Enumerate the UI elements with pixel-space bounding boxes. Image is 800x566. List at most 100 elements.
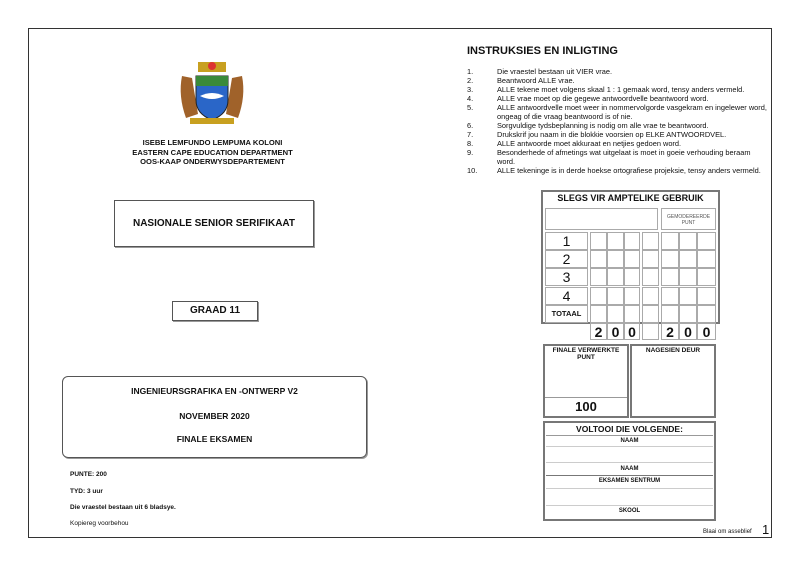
instruction-item: 9. Besonderhede of afmetings wat uitgelaa…	[467, 148, 767, 166]
instruction-text: ALLE antwoorde moet akkuraat en netjies …	[497, 139, 682, 148]
instruction-item: 1. Die vraestel bestaan uit VIER vrae.	[467, 67, 767, 76]
instruction-item: 7. Drukskrif jou naam in die blokkie voor…	[467, 130, 767, 139]
blank-header-cell	[545, 208, 658, 230]
mark-cell[interactable]	[590, 268, 607, 286]
mark-cell[interactable]	[590, 305, 607, 323]
moderated-total-digit: 0	[697, 323, 716, 340]
mark-cell[interactable]	[607, 232, 624, 250]
name-label: NAAM	[620, 438, 639, 444]
page-count: Die vraestel bestaan uit 6 bladsye.	[70, 504, 176, 511]
instruction-number: 10.	[467, 166, 478, 175]
instructions-title: INSTRUKSIES EN INLIGTING	[467, 45, 618, 57]
instruction-text: ALLE vrae moet op die gegewe antwoordvel…	[497, 94, 709, 103]
mark-cell[interactable]	[607, 305, 624, 323]
instruction-text: Drukskrif jou naam in die blokkie voorsi…	[497, 130, 727, 139]
mark-cell[interactable]	[679, 287, 697, 305]
instruction-text: Beantwoord ALLE vrae.	[497, 76, 575, 85]
instruction-number: 3.	[467, 85, 474, 94]
instruction-number: 2.	[467, 76, 474, 85]
instruction-item: 10. ALLE tekeninge is in derde hoekse ort…	[467, 166, 767, 175]
mark-cell[interactable]	[679, 268, 697, 286]
exam-type: FINALE EKSAMEN	[176, 434, 253, 444]
instructions-list: 1. Die vraestel bestaan uit VIER vrae. 2. B…	[467, 67, 767, 175]
name-field[interactable]	[546, 446, 713, 463]
header-line: OOS-KAAP ONDERWYSDEPARTEMENT	[140, 157, 285, 166]
school-field[interactable]	[546, 488, 713, 506]
mark-cell[interactable]	[661, 287, 679, 305]
instruction-item: 5. ALLE antwoordvelle moet weer in nommer…	[467, 103, 767, 121]
mark-cell[interactable]	[642, 268, 659, 286]
mark-cell[interactable]	[661, 250, 679, 268]
instruction-item: 4. ALLE vrae moet op die gegewe antwoordv…	[467, 94, 767, 103]
instruction-item: 8. ALLE antwoorde moet akkuraat en netjie…	[467, 139, 767, 148]
mark-cell[interactable]	[679, 232, 697, 250]
mark-cell[interactable]	[661, 232, 679, 250]
total-digit: 0	[624, 323, 640, 340]
mark-cell[interactable]	[642, 232, 659, 250]
mark-cell[interactable]	[697, 232, 716, 250]
divider	[545, 397, 627, 398]
question-number: 3	[545, 268, 588, 286]
time: TYD: 3 uur	[70, 488, 103, 495]
mark-cell[interactable]	[642, 305, 659, 323]
page-border	[28, 28, 772, 538]
moderated-mark-header: GEMODEREERDE PUNT	[661, 208, 716, 230]
mark-cell[interactable]	[679, 250, 697, 268]
mark-cell[interactable]	[661, 305, 679, 323]
final-mark-value: 100	[575, 399, 597, 414]
instruction-text: Sorgvuldige tydsbeplanning is nodig om a…	[497, 121, 709, 130]
instruction-number: 9.	[467, 148, 474, 157]
final-mark-label: FINALE VERWERKTE PUNT	[552, 347, 620, 361]
question-number: 4	[545, 287, 588, 305]
checked-by-box	[630, 344, 716, 418]
instruction-number: 5.	[467, 103, 474, 112]
instruction-text: Die vraestel bestaan uit VIER vrae.	[497, 67, 613, 76]
mark-cell[interactable]	[624, 232, 640, 250]
mark-cell[interactable]	[642, 287, 659, 305]
mark-cell[interactable]	[624, 287, 640, 305]
mark-cell[interactable]	[624, 268, 640, 286]
mark-cell[interactable]	[607, 250, 624, 268]
mark-cell[interactable]	[624, 250, 640, 268]
total-digit: 0	[607, 323, 624, 340]
mark-cell[interactable]	[697, 287, 716, 305]
total-label: TOTAAL	[545, 305, 588, 323]
mark-cell[interactable]	[697, 268, 716, 286]
mark-cell[interactable]	[590, 232, 607, 250]
mark-cell[interactable]	[679, 305, 697, 323]
mark-cell[interactable]	[697, 250, 716, 268]
certificate-box: NASIONALE SENIOR SERIFIKAAT	[114, 200, 314, 247]
instruction-item: 6. Sorgvuldige tydsbeplanning is nodig om…	[467, 121, 767, 130]
subject-title: INGENIEURSGRAFIKA EN -ONTWERP V2	[131, 386, 298, 396]
page-number: 1	[762, 522, 770, 537]
moderated-total-digit: 0	[679, 323, 697, 340]
instruction-text: ALLE tekeninge is in derde hoekse ortogr…	[497, 166, 761, 175]
instruction-number: 6.	[467, 121, 474, 130]
coat-of-arms-logo	[180, 62, 244, 124]
mark-cell[interactable]	[590, 250, 607, 268]
mark-cell[interactable]	[661, 268, 679, 286]
instruction-text: Besonderhede of afmetings wat uitgelaat …	[497, 148, 751, 166]
question-number: 2	[545, 250, 588, 268]
school-label: SKOOL	[618, 508, 641, 514]
details-form	[543, 421, 716, 521]
complete-title: VOLTOOI DIE VOLGENDE:	[576, 424, 683, 434]
mark-cell[interactable]	[607, 268, 624, 286]
exam-date: NOVEMBER 2020	[179, 411, 250, 421]
instruction-number: 7.	[467, 130, 474, 139]
exam-centre-label: EKSAMEN SENTRUM	[598, 478, 661, 484]
header-line: ISEBE LEMFUNDO LEMPUMA KOLONI	[142, 138, 283, 147]
marks: PUNTE: 200	[70, 471, 107, 478]
final-mark-box	[543, 344, 629, 418]
blank-cell[interactable]	[642, 323, 659, 340]
mark-cell[interactable]	[642, 250, 659, 268]
name-label-2: NAAM	[620, 466, 639, 472]
question-number: 1	[545, 232, 588, 250]
mark-cell[interactable]	[590, 287, 607, 305]
checked-by-label: NAGESIEN DEUR	[645, 347, 701, 354]
mark-cell[interactable]	[624, 305, 640, 323]
mark-cell[interactable]	[607, 287, 624, 305]
header-line: EASTERN CAPE EDUCATION DEPARTMENT	[132, 147, 293, 157]
mark-cell[interactable]	[697, 305, 716, 323]
department-header: ISEBE LEMFUNDO LEMPUMA KOLONI EASTERN CA…	[90, 138, 335, 167]
